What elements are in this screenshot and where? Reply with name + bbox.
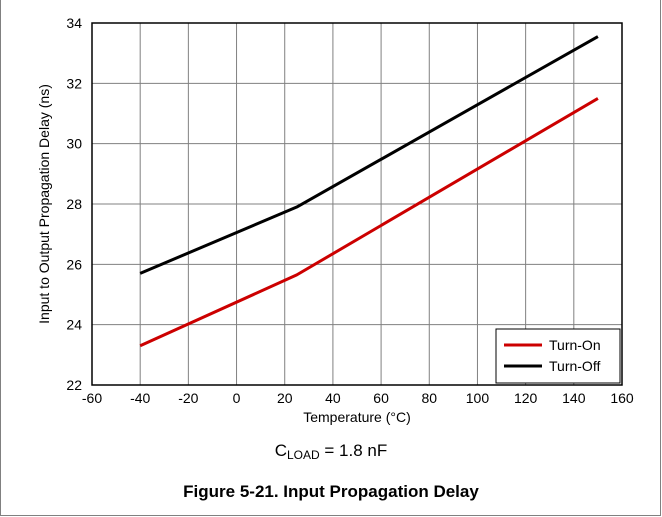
x-tick-label: 120 [514,390,538,406]
legend-label: Turn-Off [549,358,600,374]
plot-border [91,22,623,386]
x-tick-label: 0 [233,390,241,406]
propagation-delay-chart: -60 -40 -20 0 20 40 60 80 100 120 140 160 22 24 26 28 3… [36,15,634,425]
note-prefix: C [274,441,287,460]
x-tick-label: 100 [466,390,490,406]
legend-label: Turn-On [549,337,601,353]
y-tick-label: 30 [66,136,82,152]
y-tick-label: 22 [66,377,82,393]
note-subscript: LOAD [287,448,320,462]
series-line-turn-on [139,97,599,348]
x-tick-label: 40 [325,390,341,406]
x-tick-label: 20 [277,390,293,406]
x-tick-label: 60 [373,390,389,406]
note-value: = 1.8 nF [319,441,388,460]
legend-box [495,328,621,384]
figure-caption: Figure 5-21. Input Propagation Delay [183,482,479,501]
y-tick-label: 26 [66,256,82,272]
x-tick-labels: -60 -40 -20 0 20 40 60 80 100 120 140 160 [82,390,634,406]
series-line-turn-off [139,35,599,275]
load-capacitance-note: CLOAD = 1.8 nF [0,441,662,462]
x-tick-label: 160 [610,390,634,406]
y-tick-label: 24 [66,317,82,333]
x-axis-label: Temperature (°C) [303,409,411,425]
series-layer [139,35,599,348]
y-tick-labels: 22 24 26 28 30 32 34 [66,15,82,393]
legend: Turn-On Turn-Off [495,328,621,384]
x-tick-label: -40 [130,390,150,406]
y-tick-label: 32 [66,75,82,91]
y-axis-label: Input to Output Propagation Delay (ns) [36,84,52,324]
x-tick-label: 80 [421,390,437,406]
x-tick-label: 140 [562,390,586,406]
x-tick-label: -20 [178,390,198,406]
y-tick-label: 34 [66,15,82,31]
y-tick-label: 28 [66,196,82,212]
x-tick-label: -60 [82,390,102,406]
